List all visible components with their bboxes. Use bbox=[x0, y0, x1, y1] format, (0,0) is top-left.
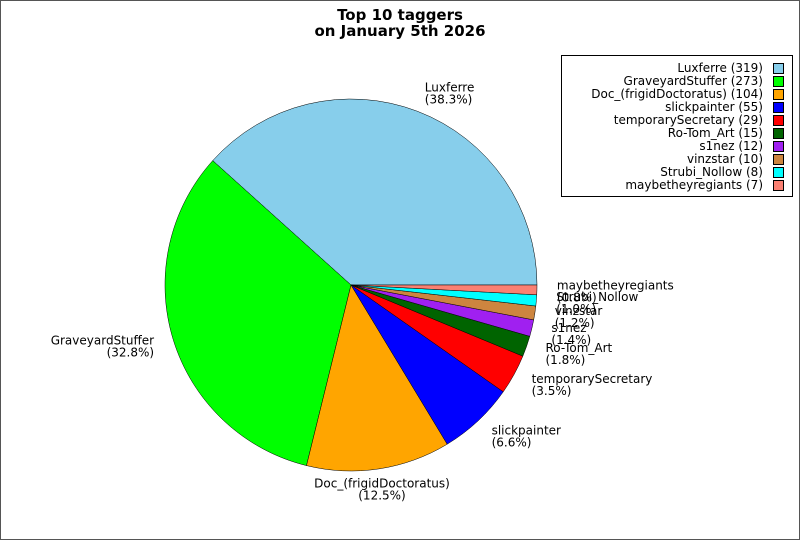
slice-label-vinzstar: vinzstar bbox=[555, 304, 603, 318]
legend-label: vinzstar (10) bbox=[686, 152, 763, 166]
pie-slice-graveyardstuffer bbox=[164, 160, 352, 466]
slice-label-temporarysecretary: temporarySecretary bbox=[532, 372, 653, 386]
chart-title-line2: on January 5th 2026 bbox=[314, 22, 486, 40]
legend-label: slickpainter (55) bbox=[665, 100, 763, 114]
legend-swatch bbox=[773, 167, 784, 178]
legend: Luxferre (319) GraveyardStuffer (273) Doc_… bbox=[561, 55, 793, 197]
legend-label: maybetheyregiants (7) bbox=[625, 178, 763, 192]
slice-percent-slickpainter: (6.6%) bbox=[492, 436, 532, 450]
slice-percent-strubi-nollow: (1.0%) bbox=[556, 302, 596, 316]
legend-swatch bbox=[773, 128, 784, 139]
pie-slice-doc-frigiddoctoratus bbox=[306, 284, 448, 472]
legend-label: temporarySecretary (29) bbox=[613, 113, 763, 127]
legend-swatch bbox=[773, 154, 784, 165]
legend-item-slickpainter: slickpainter (55) bbox=[665, 101, 784, 114]
slice-label-graveyardstuffer: GraveyardStuffer bbox=[51, 334, 154, 348]
slice-percent-maybetheyregiants: (0.8%) bbox=[557, 290, 597, 304]
slice-percent-temporarysecretary: (3.5%) bbox=[532, 384, 572, 398]
slice-percent-doc-frigiddoctoratus: (12.5%) bbox=[358, 489, 405, 503]
legend-swatch bbox=[773, 89, 784, 100]
legend-swatch bbox=[773, 102, 784, 113]
legend-label: Strubi_Nollow (8) bbox=[660, 165, 763, 179]
legend-item-s1nez: s1nez (12) bbox=[699, 140, 784, 153]
slice-label-ro-tom-art: Ro-Tom_Art bbox=[546, 341, 613, 355]
slice-label-slickpainter: slickpainter bbox=[492, 424, 561, 438]
legend-item-strubi-nollow: Strubi_Nollow (8) bbox=[660, 166, 784, 179]
pie-slice-luxferre bbox=[212, 98, 538, 286]
legend-swatch bbox=[773, 180, 784, 191]
legend-item-luxferre: Luxferre (319) bbox=[677, 62, 784, 75]
legend-swatch bbox=[773, 63, 784, 74]
legend-label: GraveyardStuffer (273) bbox=[623, 74, 763, 88]
slice-label-luxferre: Luxferre bbox=[425, 81, 475, 95]
legend-item-temporarysecretary: temporarySecretary (29) bbox=[614, 114, 784, 127]
slice-percent-s1nez: (1.4%) bbox=[551, 333, 591, 347]
legend-swatch bbox=[773, 115, 784, 126]
slice-percent-graveyardstuffer: (32.8%) bbox=[107, 346, 154, 360]
slice-percent-luxferre: (38.3%) bbox=[425, 93, 472, 107]
legend-label: Doc_(frigidDoctoratus) (104) bbox=[591, 87, 763, 101]
legend-swatch bbox=[773, 76, 784, 87]
chart-title-line1: Top 10 taggers bbox=[337, 6, 463, 24]
legend-swatch bbox=[773, 141, 784, 152]
legend-item-maybetheyregiants: maybetheyregiants (7) bbox=[625, 179, 784, 192]
legend-item-ro-tom-art: Ro-Tom_Art (15) bbox=[668, 127, 784, 140]
legend-item-vinzstar: vinzstar (10) bbox=[687, 153, 784, 166]
slice-label-doc-frigiddoctoratus: Doc_(frigidDoctoratus) bbox=[314, 477, 450, 491]
slice-label-maybetheyregiants: maybetheyregiants bbox=[557, 278, 674, 292]
pie-slice-maybetheyregiants bbox=[350, 284, 538, 296]
slice-percent-ro-tom-art: (1.8%) bbox=[546, 353, 586, 367]
slice-label-s1nez: s1nez bbox=[551, 321, 586, 335]
slice-label-strubi-nollow: Strubi_Nollow bbox=[556, 290, 638, 304]
legend-label: Luxferre (319) bbox=[677, 61, 763, 75]
slice-percent-vinzstar: (1.2%) bbox=[555, 316, 595, 330]
legend-item-doc-frigiddoctoratus: Doc_(frigidDoctoratus) (104) bbox=[591, 88, 784, 101]
legend-label: Ro-Tom_Art (15) bbox=[667, 126, 763, 140]
legend-item-graveyardstuffer: GraveyardStuffer (273) bbox=[624, 75, 784, 88]
legend-label: s1nez (12) bbox=[699, 139, 763, 153]
